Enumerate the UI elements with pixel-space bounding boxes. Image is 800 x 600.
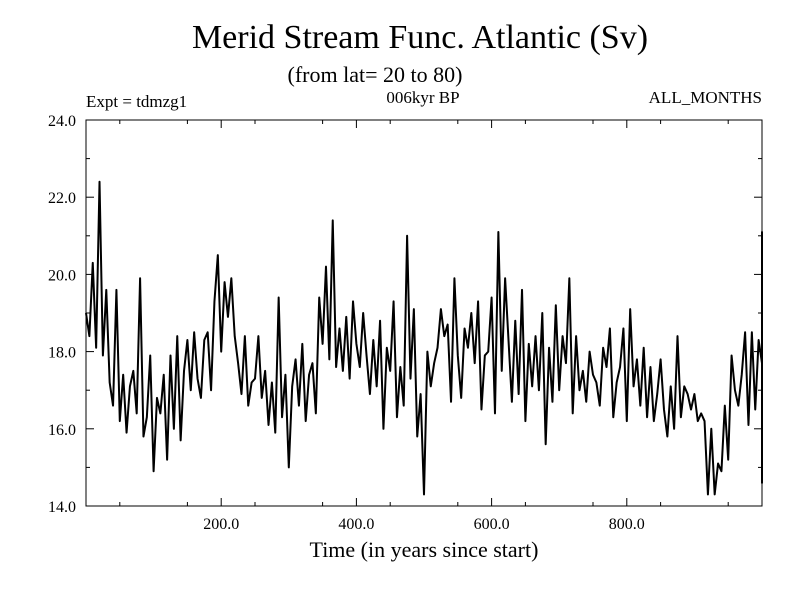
x-axis: 200.0 400.0 600.0 800.0: [119, 120, 729, 533]
y-tick-label: 24.0: [48, 113, 76, 130]
chart-title: Merid Stream Func. Atlantic (Sv): [192, 19, 648, 56]
x-tick-label: 800.0: [609, 516, 645, 533]
plot-frame: [85, 119, 763, 507]
x-tick-label: 200.0: [203, 516, 239, 533]
months-label: ALL_MONTHS: [649, 88, 762, 107]
x-axis-label: Time (in years since start): [310, 537, 539, 562]
x-tick-label: 600.0: [474, 516, 510, 533]
period-label: 006kyr BP: [386, 88, 459, 107]
y-tick-label: 20.0: [48, 267, 76, 284]
experiment-label: Expt = tdmzg1: [86, 92, 187, 111]
y-tick-label: 18.0: [48, 345, 76, 362]
x-tick-label: 400.0: [338, 516, 374, 533]
chart-subtitle: (from lat= 20 to 80): [288, 62, 463, 87]
y-axis: 14.0 16.0 18.0 20.0 22.0 24.0: [48, 113, 762, 516]
y-tick-label: 22.0: [48, 190, 76, 207]
y-tick-label: 14.0: [48, 499, 76, 516]
series-line: [85, 180, 763, 496]
y-tick-label: 16.0: [48, 422, 76, 439]
